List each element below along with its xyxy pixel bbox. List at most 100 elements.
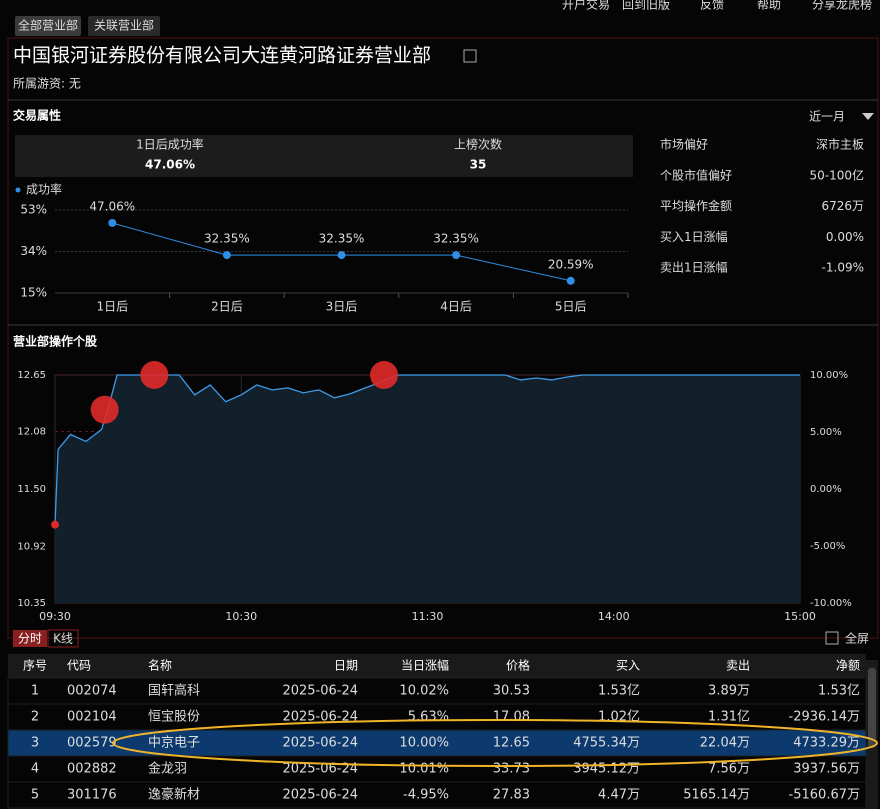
pref-label: 平均操作金额 (660, 198, 732, 213)
y2-tick-label: -5.00% (810, 541, 845, 552)
stat-label: 上榜次数 (454, 137, 502, 152)
start-point (51, 520, 59, 529)
trade-marker[interactable] (90, 395, 119, 424)
price-area (55, 375, 800, 603)
column-header: 日期 (334, 659, 358, 673)
success-point (337, 251, 346, 260)
table-cell: -5160.67万 (789, 788, 860, 803)
column-header: 序号 (23, 658, 47, 673)
table-cell: 2025-06-24 (282, 684, 358, 699)
stat-value: 35 (470, 158, 487, 172)
table-cell: 中京电子 (148, 736, 200, 751)
nav-link[interactable]: 反馈 (700, 0, 724, 12)
chart-tab[interactable] (13, 630, 47, 647)
table-cell: 4 (31, 762, 39, 777)
table-row[interactable] (7, 781, 867, 809)
table-cell: 30.53 (493, 684, 530, 699)
nav-link[interactable]: 分享龙虎榜 (812, 0, 872, 12)
page-title: 中国银河证券股份有限公司大连黄河路证券营业部 (13, 45, 431, 67)
table-cell: 国轩高科 (148, 683, 200, 699)
section-title: 交易属性 (13, 108, 61, 123)
x-tick-label: 15:00 (784, 610, 816, 623)
tab-label[interactable]: 关联营业部 (94, 18, 154, 33)
table-cell: 2025-06-24 (282, 788, 358, 803)
fullscreen-label[interactable]: 全屏 (845, 631, 869, 646)
y-tick-label: 10.35 (17, 598, 46, 609)
stats-box (15, 135, 633, 177)
section-title: 营业部操作个股 (13, 334, 98, 349)
pref-label: 市场偏好 (660, 137, 708, 152)
y2-tick-label: 5.00% (810, 427, 842, 438)
success-point (222, 251, 231, 260)
x-tick-label: 4日后 (440, 300, 472, 314)
chart-tab-label[interactable]: K线 (53, 632, 73, 646)
pref-value: 6726万 (821, 199, 864, 213)
x-tick-label: 1日后 (96, 300, 128, 314)
table-cell: 10.00% (399, 736, 449, 751)
table-cell: 17.08 (493, 710, 530, 725)
column-header: 卖出 (726, 659, 750, 673)
dropdown-arrow[interactable] (862, 113, 874, 120)
highlight-ellipse (112, 719, 878, 767)
chart-tab[interactable] (47, 629, 79, 648)
table-cell: -2936.14万 (789, 710, 860, 725)
tab[interactable] (88, 16, 160, 36)
table-cell: 12.65 (493, 736, 530, 751)
table-cell: 1.31亿 (708, 710, 750, 725)
x-tick-label: 10:30 (225, 610, 257, 623)
table-cell: 7.56万 (708, 762, 750, 777)
x-tick-label: 3日后 (326, 300, 358, 314)
nav-link[interactable]: 回到旧版 (622, 0, 670, 12)
stat-value: 47.06% (145, 158, 195, 172)
table-cell: 1.53亿 (598, 684, 640, 699)
column-header: 当日涨幅 (401, 658, 449, 673)
trade-marker[interactable] (140, 361, 169, 389)
pref-label: 个股市值偏好 (660, 167, 732, 182)
table-cell: 3 (31, 736, 39, 751)
pref-value: 深市主板 (816, 137, 864, 152)
table-cell: 4.47万 (598, 788, 640, 803)
value-label: 32.35% (204, 232, 250, 246)
price-line (54, 374, 800, 525)
tab-label[interactable]: 全部营业部 (18, 18, 78, 33)
fullscreen-icon[interactable] (825, 631, 839, 645)
table-cell: 002882 (67, 762, 117, 777)
period-select[interactable]: 近一月 (809, 110, 845, 124)
success-point (452, 251, 461, 260)
column-header: 代码 (67, 659, 91, 673)
pref-label: 买入1日涨幅 (660, 229, 728, 244)
legend-label: 成功率 (26, 182, 62, 197)
collapse-icon[interactable] (463, 49, 477, 63)
column-header: 名称 (148, 658, 172, 673)
value-label: 32.35% (319, 232, 365, 246)
nav-link[interactable]: 开户交易 (562, 0, 610, 12)
nav-link[interactable]: 帮助 (757, 0, 781, 12)
page-subtitle: 所属游资: 无 (13, 77, 81, 91)
table-cell: 10.01% (399, 762, 449, 777)
y-tick-label: 11.50 (17, 484, 46, 495)
tab[interactable] (15, 16, 81, 36)
legend-dot (15, 187, 21, 193)
value-label: 20.59% (548, 257, 594, 271)
table-cell: 2025-06-24 (282, 736, 358, 751)
table-cell: 3937.56万 (793, 762, 860, 777)
column-header: 净额 (836, 659, 860, 673)
column-header: 买入 (616, 659, 640, 673)
table-header-bg (8, 654, 866, 678)
table-cell: 301176 (67, 788, 117, 803)
table-cell: 1 (31, 684, 39, 699)
table-cell: 22.04万 (700, 736, 750, 751)
table-cell: 3.89万 (708, 684, 750, 699)
chart-tab-label[interactable]: 分时 (18, 632, 42, 646)
x-tick-label: 5日后 (555, 300, 587, 314)
pref-value: -1.09% (822, 261, 864, 275)
x-tick-label: 11:30 (412, 610, 444, 623)
table-row[interactable] (7, 729, 867, 757)
trade-marker[interactable] (370, 361, 399, 389)
table-cell: 4755.34万 (573, 736, 640, 751)
table-cell: 002579 (67, 736, 117, 751)
y-tick-label: 34% (20, 244, 47, 258)
table-cell: 33.73 (493, 762, 530, 777)
scroll-thumb[interactable] (868, 668, 876, 748)
